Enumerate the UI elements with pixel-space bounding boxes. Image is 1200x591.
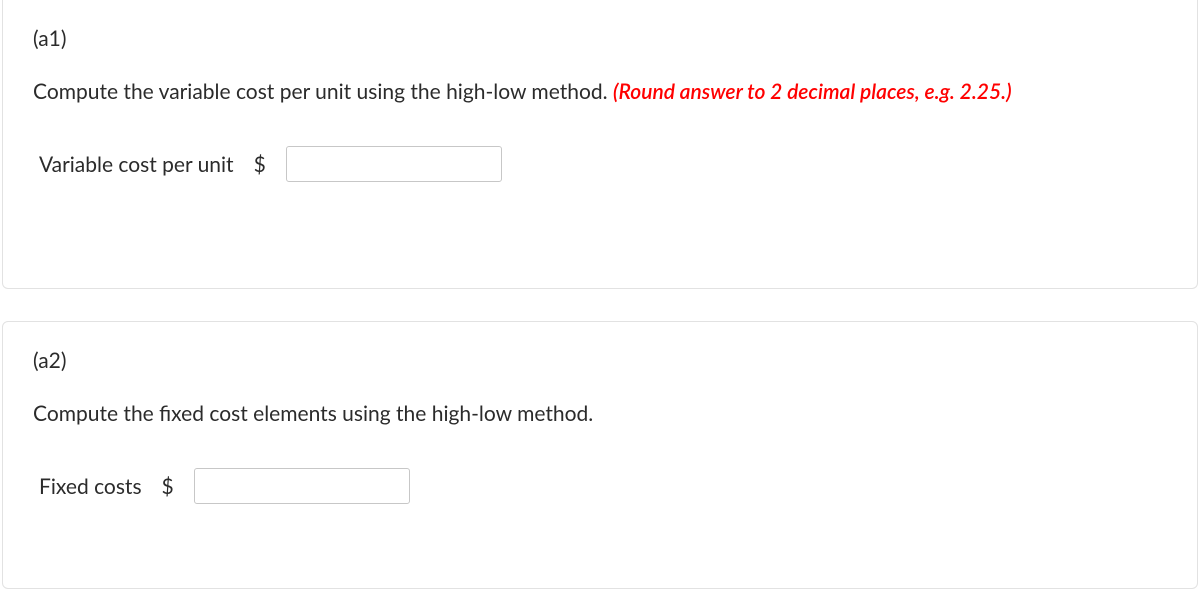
section-a1-label: (a1) — [33, 26, 1167, 51]
fixed-costs-input[interactable] — [194, 468, 410, 504]
page-wrapper: (a1) Compute the variable cost per unit … — [0, 0, 1200, 591]
fixed-costs-label: Fixed costs — [39, 474, 142, 499]
section-a1-answer-row: Variable cost per unit $ — [33, 146, 1167, 182]
section-a2-answer-row: Fixed costs $ — [33, 468, 1167, 504]
currency-symbol: $ — [162, 474, 174, 499]
section-a1: (a1) Compute the variable cost per unit … — [2, 0, 1198, 289]
section-a2: (a2) Compute the fixed cost elements usi… — [2, 321, 1198, 589]
currency-symbol: $ — [254, 152, 266, 177]
section-a1-prompt-text: Compute the variable cost per unit using… — [33, 79, 613, 104]
section-a1-prompt: Compute the variable cost per unit using… — [33, 79, 1167, 104]
variable-cost-input[interactable] — [286, 146, 502, 182]
section-a2-label: (a2) — [33, 348, 1167, 373]
section-a1-hint: (Round answer to 2 decimal places, e.g. … — [613, 79, 1012, 104]
section-a2-prompt: Compute the fixed cost elements using th… — [33, 401, 1167, 426]
variable-cost-label: Variable cost per unit — [39, 152, 234, 177]
